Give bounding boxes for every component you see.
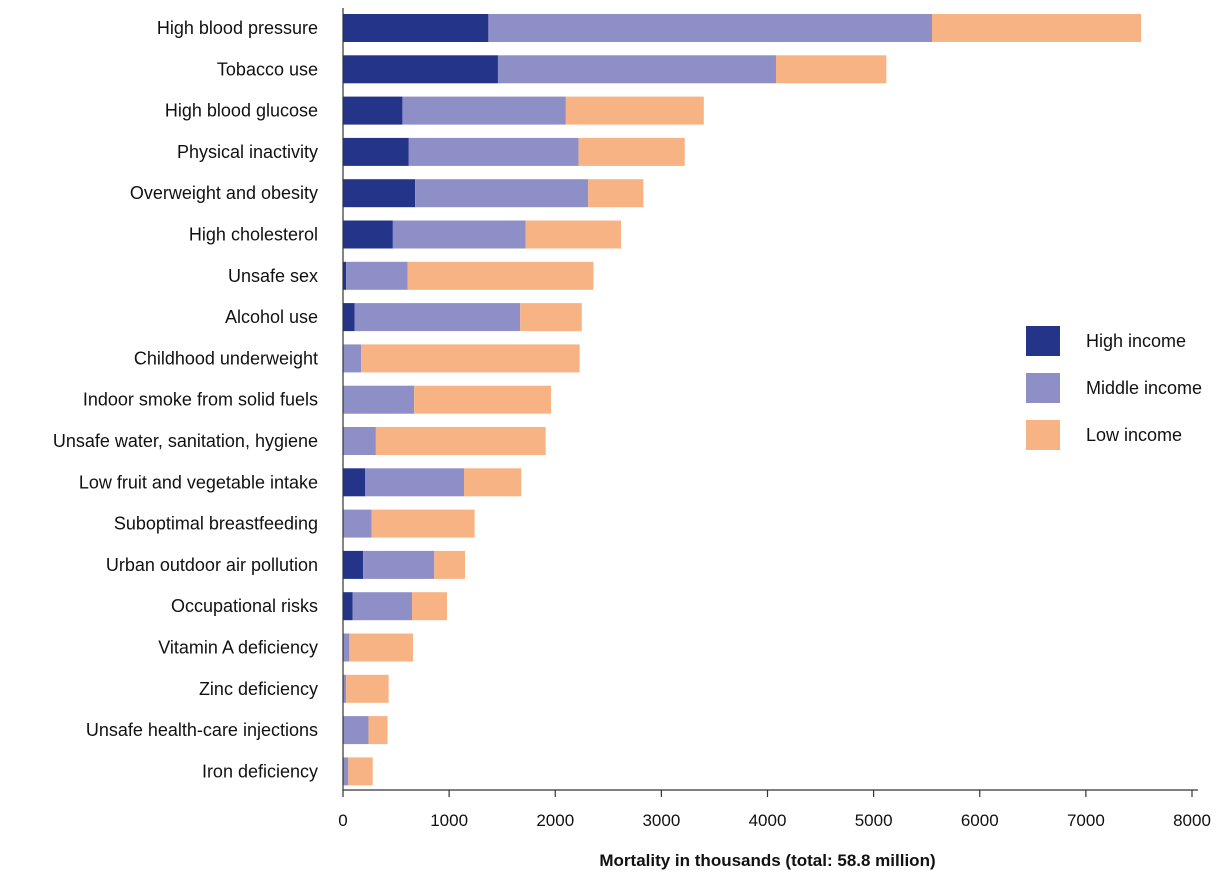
x-tick-label: 1000 — [430, 811, 468, 830]
bar-segment — [346, 261, 408, 290]
category-label: Suboptimal breastfeeding — [114, 514, 318, 534]
bar-segment — [361, 344, 580, 373]
bar-segment — [497, 55, 776, 84]
x-axis-title: Mortality in thousands (total: 58.8 mill… — [599, 851, 935, 870]
bar-segment — [348, 757, 373, 786]
bar-segment — [408, 137, 579, 166]
bar-segment — [363, 550, 435, 579]
bar-segment — [415, 179, 589, 208]
bar-segment — [354, 303, 521, 332]
category-label: Alcohol use — [225, 307, 318, 327]
bar-segment — [343, 427, 376, 455]
bar-segment — [343, 509, 372, 538]
legend-swatch — [1026, 326, 1060, 356]
bar-segment — [368, 716, 388, 745]
category-label: Overweight and obesity — [130, 183, 318, 203]
bar-segment — [343, 55, 498, 84]
bar-segment — [371, 509, 475, 538]
x-tick-label: 4000 — [749, 811, 787, 830]
bar-segment — [343, 303, 355, 332]
category-label: Tobacco use — [217, 59, 318, 79]
bar-segment — [346, 674, 389, 703]
category-label: Vitamin A deficiency — [158, 638, 318, 658]
category-label: Urban outdoor air pollution — [106, 555, 318, 575]
bar-segment — [588, 179, 644, 208]
bar-segment — [343, 633, 350, 662]
bar-segment — [775, 55, 887, 84]
bar-segment — [520, 303, 582, 332]
bar-segment — [343, 220, 393, 249]
legend-swatch — [1026, 420, 1060, 450]
bar-segment — [343, 344, 362, 373]
legend-swatch — [1026, 373, 1060, 403]
bar-segment — [414, 385, 552, 414]
bar-segment — [343, 674, 347, 703]
bar-segment — [392, 220, 526, 249]
bar-segment — [343, 550, 364, 579]
category-label: Zinc deficiency — [199, 679, 318, 699]
bar-segment — [402, 96, 566, 125]
bar-segment — [565, 96, 704, 125]
bar-segment — [434, 550, 466, 579]
bar-segment — [343, 96, 403, 125]
category-label: Low fruit and vegetable intake — [79, 472, 318, 492]
bar-segment — [349, 633, 414, 662]
bar-segment — [411, 592, 448, 621]
category-label: Childhood underweight — [134, 348, 318, 368]
bar-segment — [488, 14, 932, 42]
bar-segment — [407, 261, 594, 290]
bar-segment — [343, 179, 416, 208]
category-label: High cholesterol — [189, 225, 318, 245]
bar-segment — [343, 261, 347, 290]
category-label: Unsafe water, sanitation, hygiene — [53, 431, 318, 451]
x-tick-label: 2000 — [536, 811, 574, 830]
bar-segment — [343, 14, 489, 42]
x-tick-label: 0 — [338, 811, 347, 830]
category-label: Occupational risks — [171, 596, 318, 616]
category-label: Unsafe sex — [228, 266, 318, 286]
category-label: Physical inactivity — [177, 142, 318, 162]
legend-label: Low income — [1086, 425, 1182, 445]
category-label: Indoor smoke from solid fuels — [83, 390, 318, 410]
x-tick-label: 5000 — [855, 811, 893, 830]
bar-segment — [463, 468, 522, 497]
legend-label: Middle income — [1086, 378, 1202, 398]
bar-segment — [578, 137, 685, 166]
category-label: High blood glucose — [165, 101, 318, 121]
x-tick-label: 3000 — [642, 811, 680, 830]
bar-segment — [343, 716, 369, 745]
bar-segment — [343, 385, 415, 414]
bar-segment — [365, 468, 464, 497]
x-tick-label: 7000 — [1067, 811, 1105, 830]
x-tick-label: 6000 — [961, 811, 999, 830]
bar-segment — [343, 468, 366, 497]
category-label: High blood pressure — [157, 18, 318, 38]
bar-segment — [375, 427, 546, 455]
bar-segment — [343, 757, 349, 786]
bar-segment — [352, 592, 412, 621]
bar-segment — [343, 592, 353, 621]
x-tick-label: 8000 — [1173, 811, 1211, 830]
bar-segment — [931, 14, 1142, 42]
category-label: Unsafe health-care injections — [86, 720, 318, 740]
legend-label: High income — [1086, 331, 1186, 351]
category-label: Iron deficiency — [202, 761, 318, 781]
bar-segment — [525, 220, 622, 249]
bar-segment — [343, 137, 409, 166]
